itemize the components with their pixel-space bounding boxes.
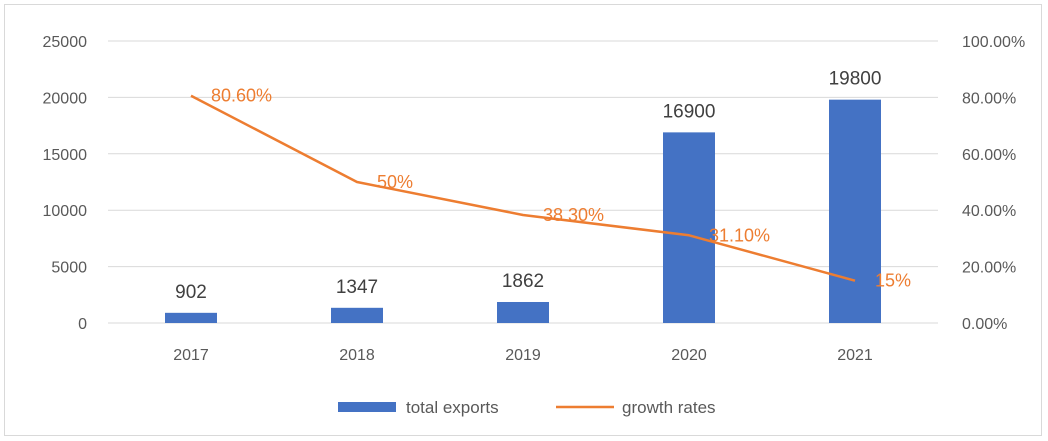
x-tick-label: 2021 [837,347,873,364]
line-label-2018: 50% [377,172,413,192]
x-tick-label: 2020 [671,347,707,364]
right-tick-label: 40.00% [962,203,1016,220]
left-tick-label: 15000 [43,147,88,164]
line-data-labels: 80.60% 50% 38.30% 31.10% 15% [211,86,911,291]
bar-2019 [497,301,549,323]
right-tick-label: 20.00% [962,260,1016,277]
legend-swatch-total-exports [338,402,396,412]
right-tick-label: 0.00% [962,316,1007,333]
left-tick-label: 0 [78,316,87,333]
growth-line [190,94,856,282]
bar-2018 [331,307,383,323]
bar-label-2018: 1347 [336,277,378,298]
line-label-2019: 38.30% [543,205,604,225]
bar-2021 [829,99,881,323]
x-tick-label: 2018 [339,347,375,364]
right-tick-label: 80.00% [962,90,1016,107]
right-tick-label: 100.00% [962,34,1025,51]
left-tick-label: 10000 [43,203,88,220]
bar-2017 [165,312,217,323]
growth-rate-line [190,94,856,282]
line-label-2017: 80.60% [211,86,272,106]
legend: total exports growth rates [338,398,716,417]
left-axis-ticks: 0 5000 10000 15000 20000 25000 [43,34,88,333]
legend-label-growth-rates: growth rates [622,398,716,417]
right-axis-ticks: 0.00% 20.00% 40.00% 60.00% 80.00% 100.00% [962,34,1025,333]
left-tick-label: 20000 [43,90,88,107]
x-tick-label: 2017 [173,347,209,364]
left-tick-label: 25000 [43,34,88,51]
bar-label-2017: 902 [175,282,207,303]
right-tick-label: 60.00% [962,147,1016,164]
left-tick-label: 5000 [51,260,87,277]
x-tick-label: 2019 [505,347,541,364]
line-label-2020: 31.10% [709,225,770,245]
bar-2020 [663,132,715,323]
line-label-2021: 15% [875,271,911,291]
bar-label-2019: 1862 [502,271,544,292]
bar-data-labels: 902 1347 1862 16900 19800 [175,69,881,303]
legend-label-total-exports: total exports [406,398,499,417]
bar-label-2021: 19800 [829,69,882,90]
bars [165,99,881,323]
x-axis-ticks: 2017 2018 2019 2020 2021 [173,347,873,364]
bar-label-2020: 16900 [663,101,716,122]
